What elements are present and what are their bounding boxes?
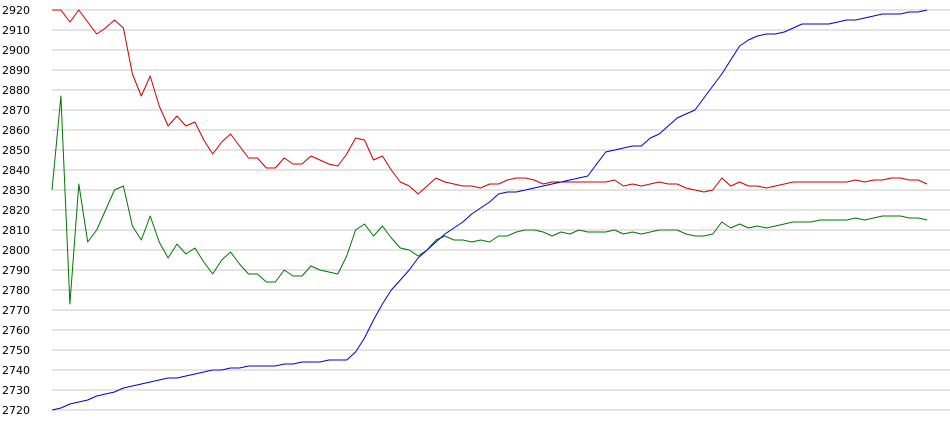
y-tick-label: 2900 bbox=[2, 44, 30, 57]
y-tick-label: 2810 bbox=[2, 224, 30, 237]
y-tick-label: 2820 bbox=[2, 204, 30, 217]
y-tick-label: 2800 bbox=[2, 244, 30, 257]
series-lines bbox=[51, 9, 928, 411]
y-tick-label: 2740 bbox=[2, 364, 30, 377]
y-tick-label: 2830 bbox=[2, 184, 30, 197]
y-tick-label: 2720 bbox=[2, 404, 30, 417]
y-tick-label: 2880 bbox=[2, 84, 30, 97]
y-tick-label: 2870 bbox=[2, 104, 30, 117]
y-axis-tick-labels: 2720 2730 2740 2750 2760 2770 2780 2790 2800 2810… bbox=[2, 4, 30, 417]
y-tick-label: 2780 bbox=[2, 284, 30, 297]
grid-lines bbox=[52, 9, 950, 411]
y-tick-label: 2760 bbox=[2, 324, 30, 337]
y-tick-label: 2860 bbox=[2, 124, 30, 137]
y-tick-label: 2890 bbox=[2, 64, 30, 77]
y-tick-label: 2790 bbox=[2, 264, 30, 277]
y-tick-label: 2850 bbox=[2, 144, 30, 157]
y-tick-label: 2920 bbox=[2, 4, 30, 17]
y-tick-label: 2840 bbox=[2, 164, 30, 177]
series-line-3 bbox=[51, 9, 928, 411]
y-tick-label: 2770 bbox=[2, 304, 30, 317]
y-tick-label: 2730 bbox=[2, 384, 30, 397]
y-tick-label: 2910 bbox=[2, 24, 30, 37]
series-line-2 bbox=[51, 95, 928, 305]
series-line-1 bbox=[52, 9, 928, 195]
y-tick-label: 2750 bbox=[2, 344, 30, 357]
